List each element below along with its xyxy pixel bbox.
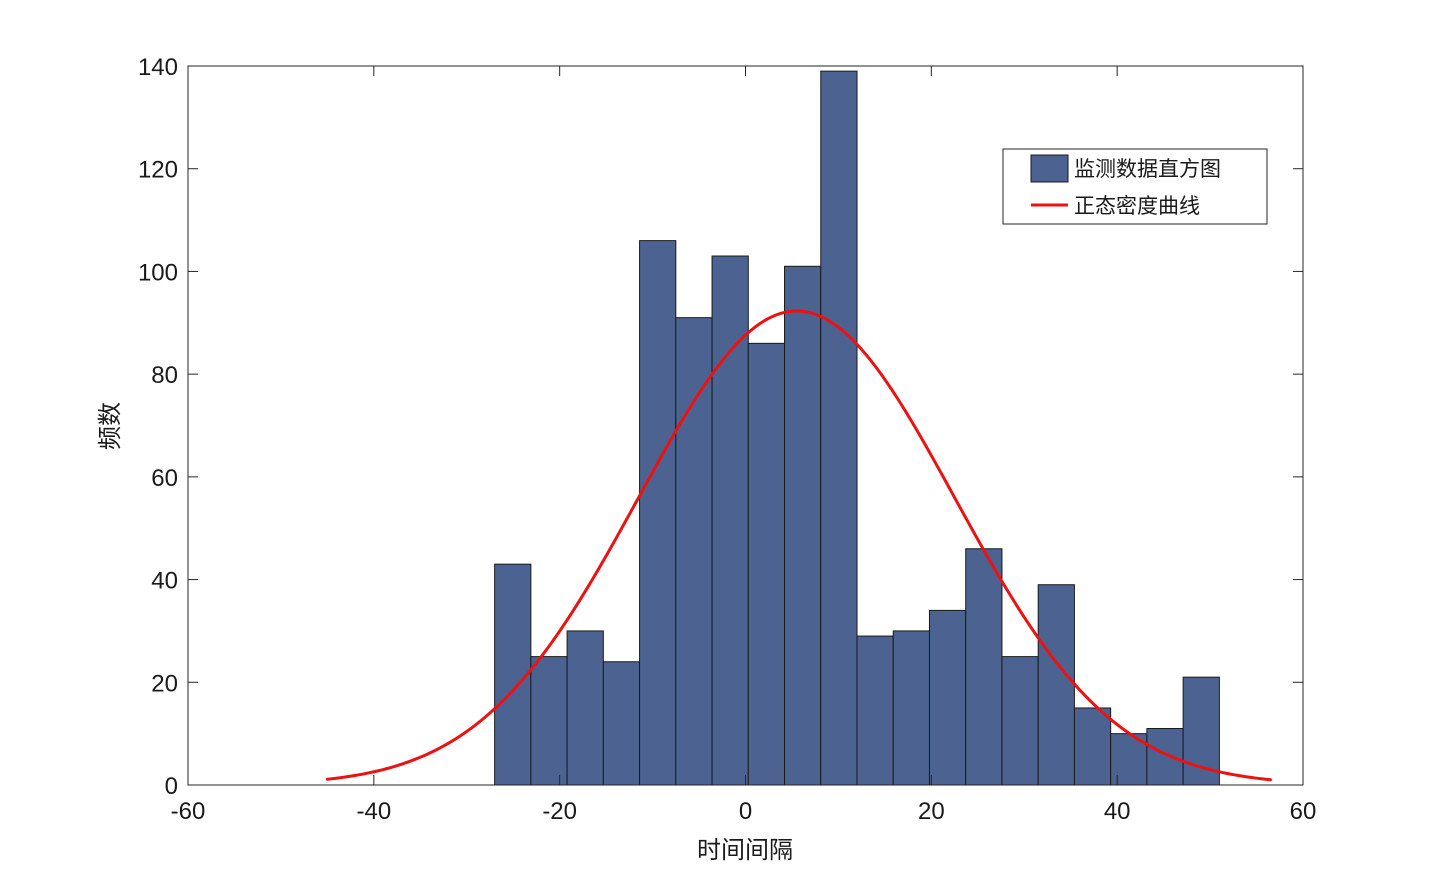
normal-density-curve [325, 309, 1272, 782]
histogram-bar [784, 265, 822, 786]
y-tick-label: 60 [151, 465, 178, 492]
histogram-bar [856, 635, 894, 786]
y-axis-title: 频数 [96, 402, 124, 450]
y-tick-label: 40 [151, 568, 178, 595]
x-tick-label: 40 [1104, 798, 1131, 825]
x-tick-label: -60 [171, 798, 206, 825]
y-axis-ticks: 0 20 40 60 80 100 120 140 [138, 54, 1303, 800]
legend-label-curve: 正态密度曲线 [1074, 194, 1200, 218]
y-tick-label: 80 [151, 362, 178, 389]
histogram-bar [965, 548, 1003, 786]
x-tick-label: 60 [1290, 798, 1317, 825]
histogram-bar [602, 661, 641, 786]
histogram-bars [494, 70, 1220, 786]
y-tick-label: 140 [138, 54, 178, 81]
y-tick-label: 100 [138, 259, 178, 286]
x-axis-title: 时间间隔 [697, 836, 793, 864]
y-tick-label: 0 [165, 773, 178, 800]
histogram-bar [711, 255, 749, 786]
histogram-bar [1182, 676, 1220, 786]
histogram-bar [566, 630, 604, 786]
histogram-bar [675, 317, 713, 786]
histogram-bar [892, 630, 930, 786]
legend: 监测数据直方图 正态密度曲线 [1002, 148, 1268, 225]
histogram-bar [820, 70, 858, 786]
histogram-bar [1037, 584, 1075, 786]
y-tick-label: 120 [138, 157, 178, 184]
x-axis-ticks: -60 -40 -20 0 20 40 60 [171, 66, 1317, 825]
histogram-bar [1001, 656, 1039, 786]
y-tick-label: 20 [151, 670, 178, 697]
histogram-bar [1073, 707, 1112, 786]
x-tick-label: 0 [739, 798, 752, 825]
x-tick-label: -40 [356, 798, 391, 825]
histogram-bar [928, 609, 967, 786]
histogram-bar [747, 342, 786, 786]
x-tick-label: -20 [542, 798, 577, 825]
x-tick-label: 20 [918, 798, 945, 825]
histogram-bar [530, 656, 568, 786]
legend-label-histogram: 监测数据直方图 [1074, 157, 1221, 181]
histogram-bar [1146, 728, 1184, 786]
legend-swatch-histogram [1030, 154, 1069, 183]
histogram-bar [494, 563, 532, 786]
histogram-bar [639, 240, 677, 786]
